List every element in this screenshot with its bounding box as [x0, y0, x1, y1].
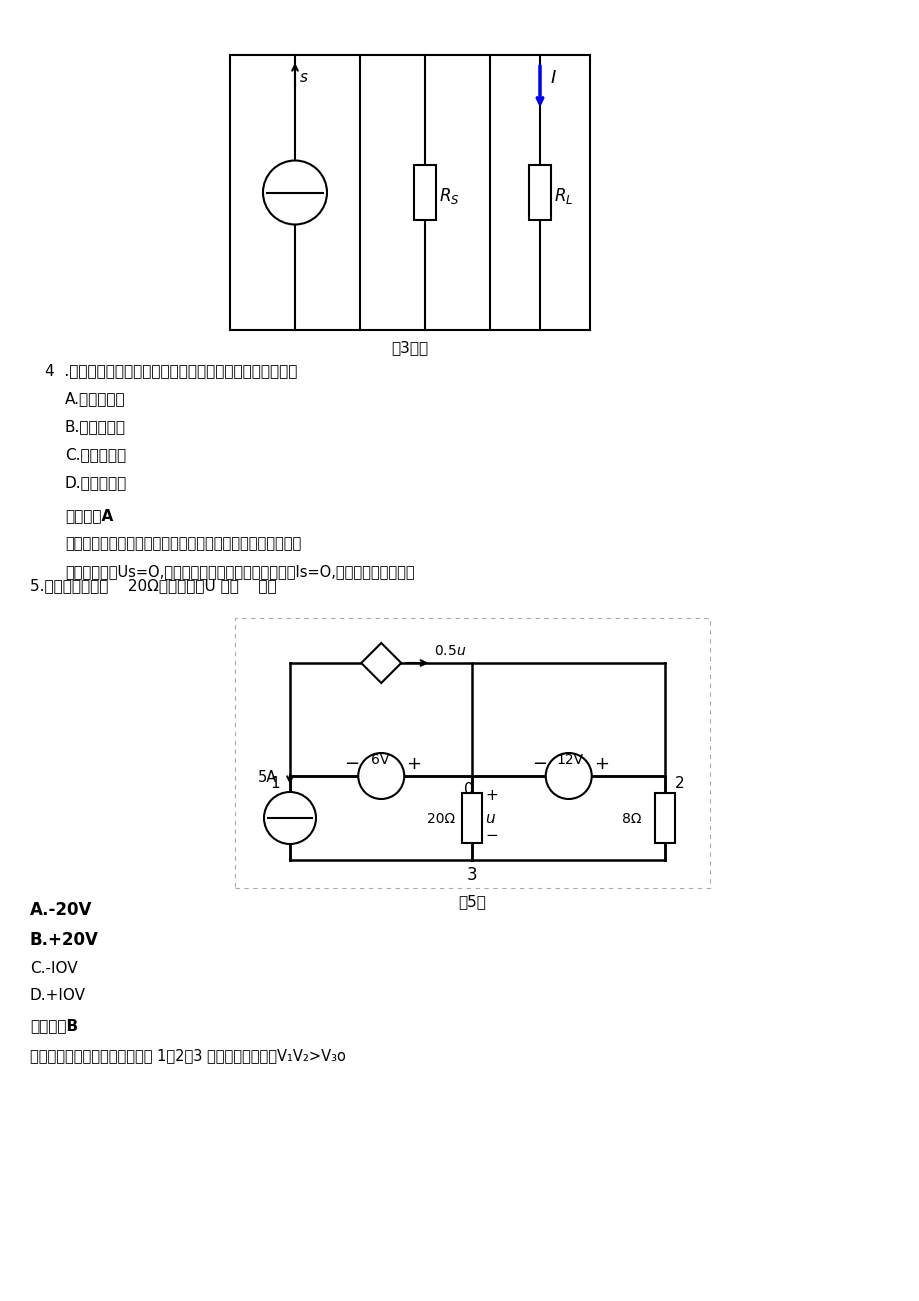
Text: 【解析】按节点电压法，设图中 1、2、3 点的电位分别是：V₁V₂>V₃o: 【解析】按节点电压法，设图中 1、2、3 点的电位分别是：V₁V₂>V₃o [30, 1049, 346, 1063]
Text: 1: 1 [269, 775, 279, 791]
Circle shape [545, 753, 591, 799]
Bar [414, 165, 436, 220]
Text: $I$: $I$ [550, 69, 556, 87]
Text: s: s [300, 70, 308, 85]
Text: −: − [344, 755, 359, 773]
Text: 电压源置零：Us=O,相等于电压源短路；电流源置零：Is=O,相当于电流源开路。: 电压源置零：Us=O,相等于电压源短路；电流源置零：Is=O,相当于电流源开路。 [65, 565, 414, 579]
Text: $R_L$: $R_L$ [553, 186, 573, 206]
Circle shape [263, 160, 326, 225]
Text: 2: 2 [675, 775, 684, 791]
Text: A.短路，开路: A.短路，开路 [65, 392, 126, 406]
Text: 0: 0 [464, 782, 473, 798]
Text: 6V: 6V [371, 753, 390, 768]
Polygon shape [361, 643, 401, 683]
Text: 20Ω: 20Ω [427, 812, 455, 826]
Bar [528, 165, 550, 220]
Text: B.+20V: B.+20V [30, 932, 98, 948]
Text: C.-IOV: C.-IOV [30, 961, 77, 976]
Text: 5.电路如图所示，    20Ω电阻的电压U 为（    ）。: 5.电路如图所示， 20Ω电阻的电压U 为（ ）。 [30, 578, 277, 593]
Text: +: + [406, 755, 421, 773]
Text: +: + [593, 755, 608, 773]
Bar [462, 794, 482, 843]
Text: 3: 3 [466, 866, 477, 883]
Text: 12V: 12V [556, 753, 584, 768]
Text: D.+IOV: D.+IOV [30, 987, 85, 1003]
Text: +: + [485, 788, 498, 803]
Text: 8Ω: 8Ω [621, 812, 641, 826]
Text: 【答案】B: 【答案】B [30, 1017, 78, 1033]
Text: 4  .在求戴维南等效电阻时，电压源和电流源分别视为（）。: 4 .在求戴维南等效电阻时，电压源和电流源分别视为（）。 [45, 363, 297, 379]
Text: A.-20V: A.-20V [30, 902, 92, 919]
Text: 【答案】A: 【答案】A [65, 507, 113, 523]
Text: $u$: $u$ [485, 811, 496, 826]
Text: C.开路，开路: C.开路，开路 [65, 448, 126, 462]
Text: 【解析】求戴维南等效电阻时，应该把电流源和电压源置零。: 【解析】求戴维南等效电阻时，应该把电流源和电压源置零。 [65, 536, 301, 552]
Circle shape [264, 792, 315, 844]
Bar [654, 794, 675, 843]
Text: D.短路，短路: D.短路，短路 [65, 475, 127, 490]
Text: 题5图: 题5图 [458, 894, 486, 909]
Circle shape [357, 753, 403, 799]
Text: −: − [531, 755, 546, 773]
Text: 5A: 5A [257, 770, 277, 785]
Text: 0.5$u$: 0.5$u$ [434, 644, 466, 658]
Text: $R_S$: $R_S$ [438, 186, 460, 206]
Text: B.开路，短路: B.开路，短路 [65, 419, 126, 435]
Text: −: − [485, 827, 498, 843]
Text: 题3解图: 题3解图 [391, 340, 428, 355]
